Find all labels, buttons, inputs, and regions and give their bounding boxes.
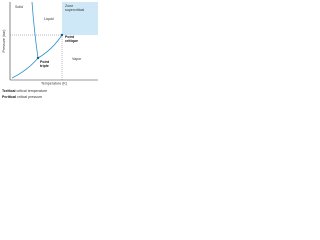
y-axis-label: Pressure (bar): [2, 30, 6, 53]
triple-point-label: triple: [40, 64, 49, 68]
supercritical-label: supercritical: [65, 8, 84, 12]
supercritical-label: Zone: [65, 4, 73, 8]
solid-label: Solid: [15, 5, 23, 9]
critical-point-label: critique: [65, 39, 78, 43]
fusion-curve: [31, 1, 39, 59]
triple-point-label: Point: [40, 60, 50, 64]
liquid-label: Liquid: [44, 17, 54, 21]
phase-diagram: Pressure (bar) Temperature (K) Solid Liq…: [2, 1, 98, 99]
x-axis-label: Temperature (K): [41, 82, 67, 86]
triple-point: [36, 56, 40, 60]
supercritical-zone: [62, 2, 98, 35]
vaporization-curve: [37, 34, 63, 59]
legend-symbol: Pcritical: [2, 95, 16, 99]
legend-entry: Pcritical critical pressure: [2, 95, 42, 99]
critical-point-label: Point: [65, 35, 75, 39]
legend-symbol: Tcritical: [2, 89, 16, 93]
legend-text: critical temperature: [17, 89, 48, 93]
critical-point: [60, 33, 64, 37]
legend-text: critical pressure: [17, 95, 42, 99]
legend-entry: Tcritical critical temperature: [2, 89, 47, 93]
vapor-label: Vapor: [72, 57, 82, 61]
sublimation-curve: [11, 57, 39, 79]
